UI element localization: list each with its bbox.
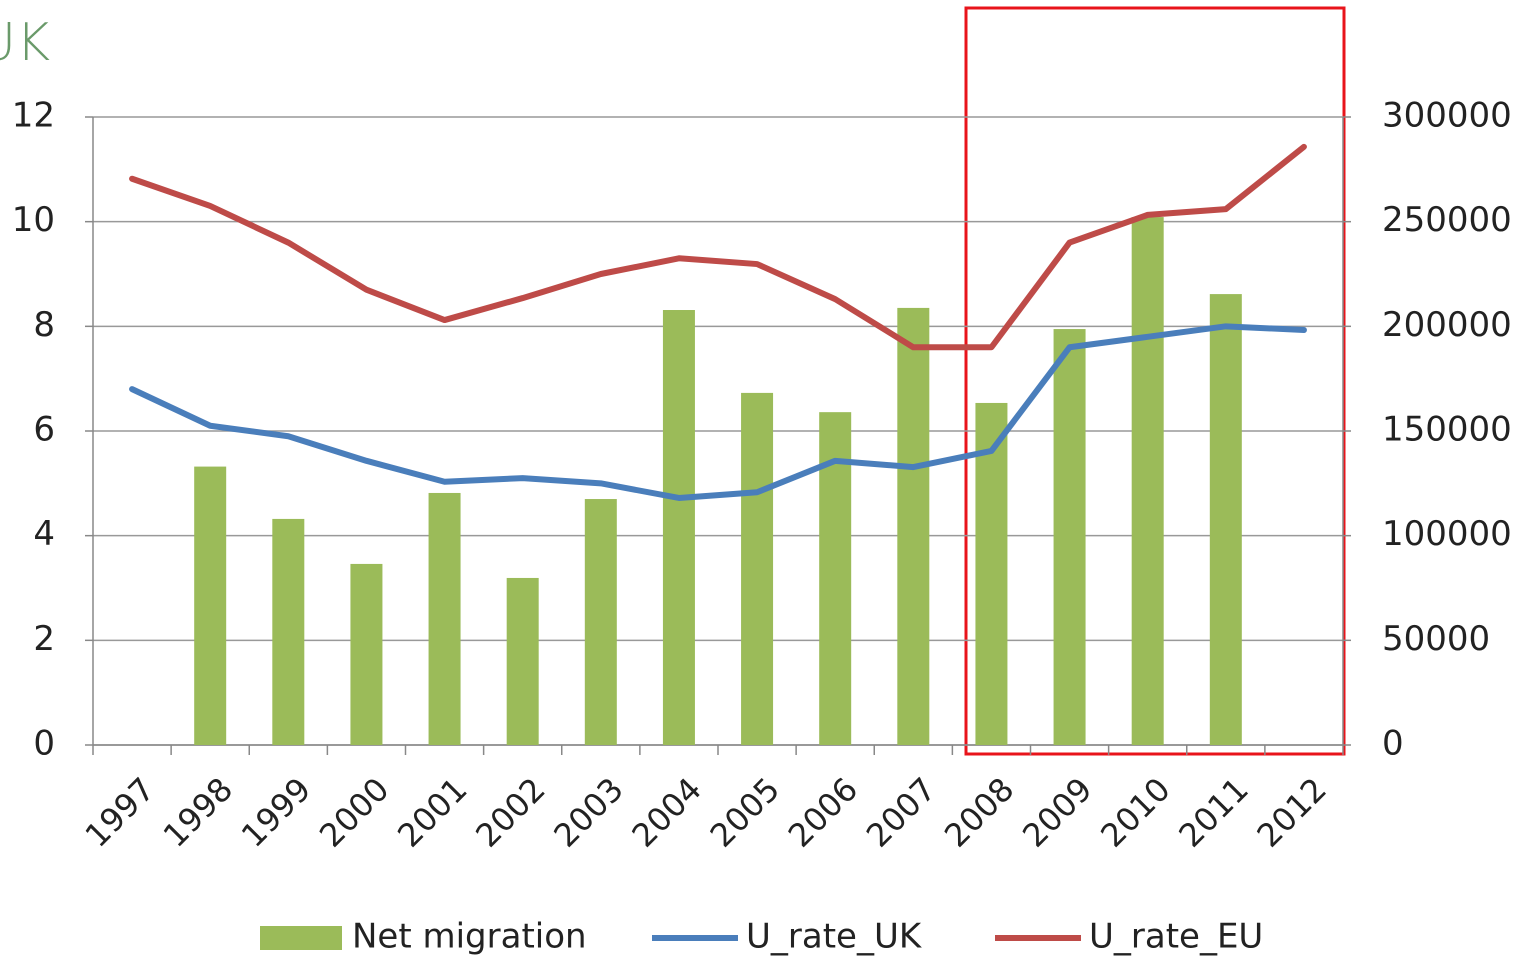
bar	[1209, 294, 1242, 745]
y2-tick-label: 250000	[1382, 200, 1512, 240]
x-tick-label: 2007	[859, 770, 943, 854]
y-tick-label: 2	[33, 619, 55, 659]
y2-tick-label: 300000	[1382, 96, 1512, 136]
bar	[272, 518, 305, 745]
line	[129, 323, 1307, 501]
y2-tick-label: 100000	[1382, 514, 1512, 554]
y2-tick-label: 150000	[1382, 410, 1512, 450]
y-tick-label: 4	[33, 514, 55, 554]
y2-tick-label: 0	[1382, 724, 1404, 764]
bar	[584, 499, 617, 745]
y-tick-label: 6	[33, 410, 55, 450]
bar	[662, 310, 695, 745]
x-tick-label: 1999	[234, 770, 318, 854]
x-tick-label: 1998	[156, 770, 240, 854]
x-tick-label: 2005	[703, 770, 787, 854]
x-tick-label: 2011	[1171, 770, 1255, 854]
legend-label: U_rate_UK	[746, 917, 923, 957]
bar	[897, 307, 930, 745]
legend-swatch	[260, 926, 342, 950]
y2-tick-label: 50000	[1382, 619, 1490, 659]
bar	[1131, 217, 1164, 745]
x-tick-label: 2006	[781, 770, 865, 854]
chart-title: UK	[0, 13, 50, 73]
line	[129, 143, 1307, 351]
bar	[350, 563, 383, 745]
bar	[975, 402, 1008, 745]
bar	[428, 492, 461, 745]
legend-label: Net migration	[352, 917, 587, 957]
y-tick-label: 0	[33, 724, 55, 764]
x-tick-label: 2000	[312, 770, 396, 854]
x-tick-label: 2012	[1250, 770, 1334, 854]
y-tick-label: 12	[12, 96, 55, 136]
x-tick-label: 2008	[937, 770, 1021, 854]
y2-tick-label: 200000	[1382, 305, 1512, 345]
y-tick-label: 8	[33, 305, 55, 345]
x-tick-label: 1997	[78, 770, 162, 854]
legend-label: U_rate_EU	[1089, 917, 1263, 957]
bar	[506, 577, 539, 745]
x-tick-label: 2003	[546, 770, 630, 854]
x-tick-label: 2002	[468, 770, 552, 854]
bar	[741, 392, 774, 745]
bar	[1053, 329, 1086, 745]
x-tick-label: 2010	[1093, 770, 1177, 854]
highlight-box	[964, 6, 1346, 756]
x-tick-label: 2004	[625, 770, 709, 854]
bar	[194, 466, 227, 745]
y-tick-label: 10	[12, 200, 55, 240]
x-tick-label: 2001	[390, 770, 474, 854]
x-tick-label: 2009	[1015, 770, 1099, 854]
